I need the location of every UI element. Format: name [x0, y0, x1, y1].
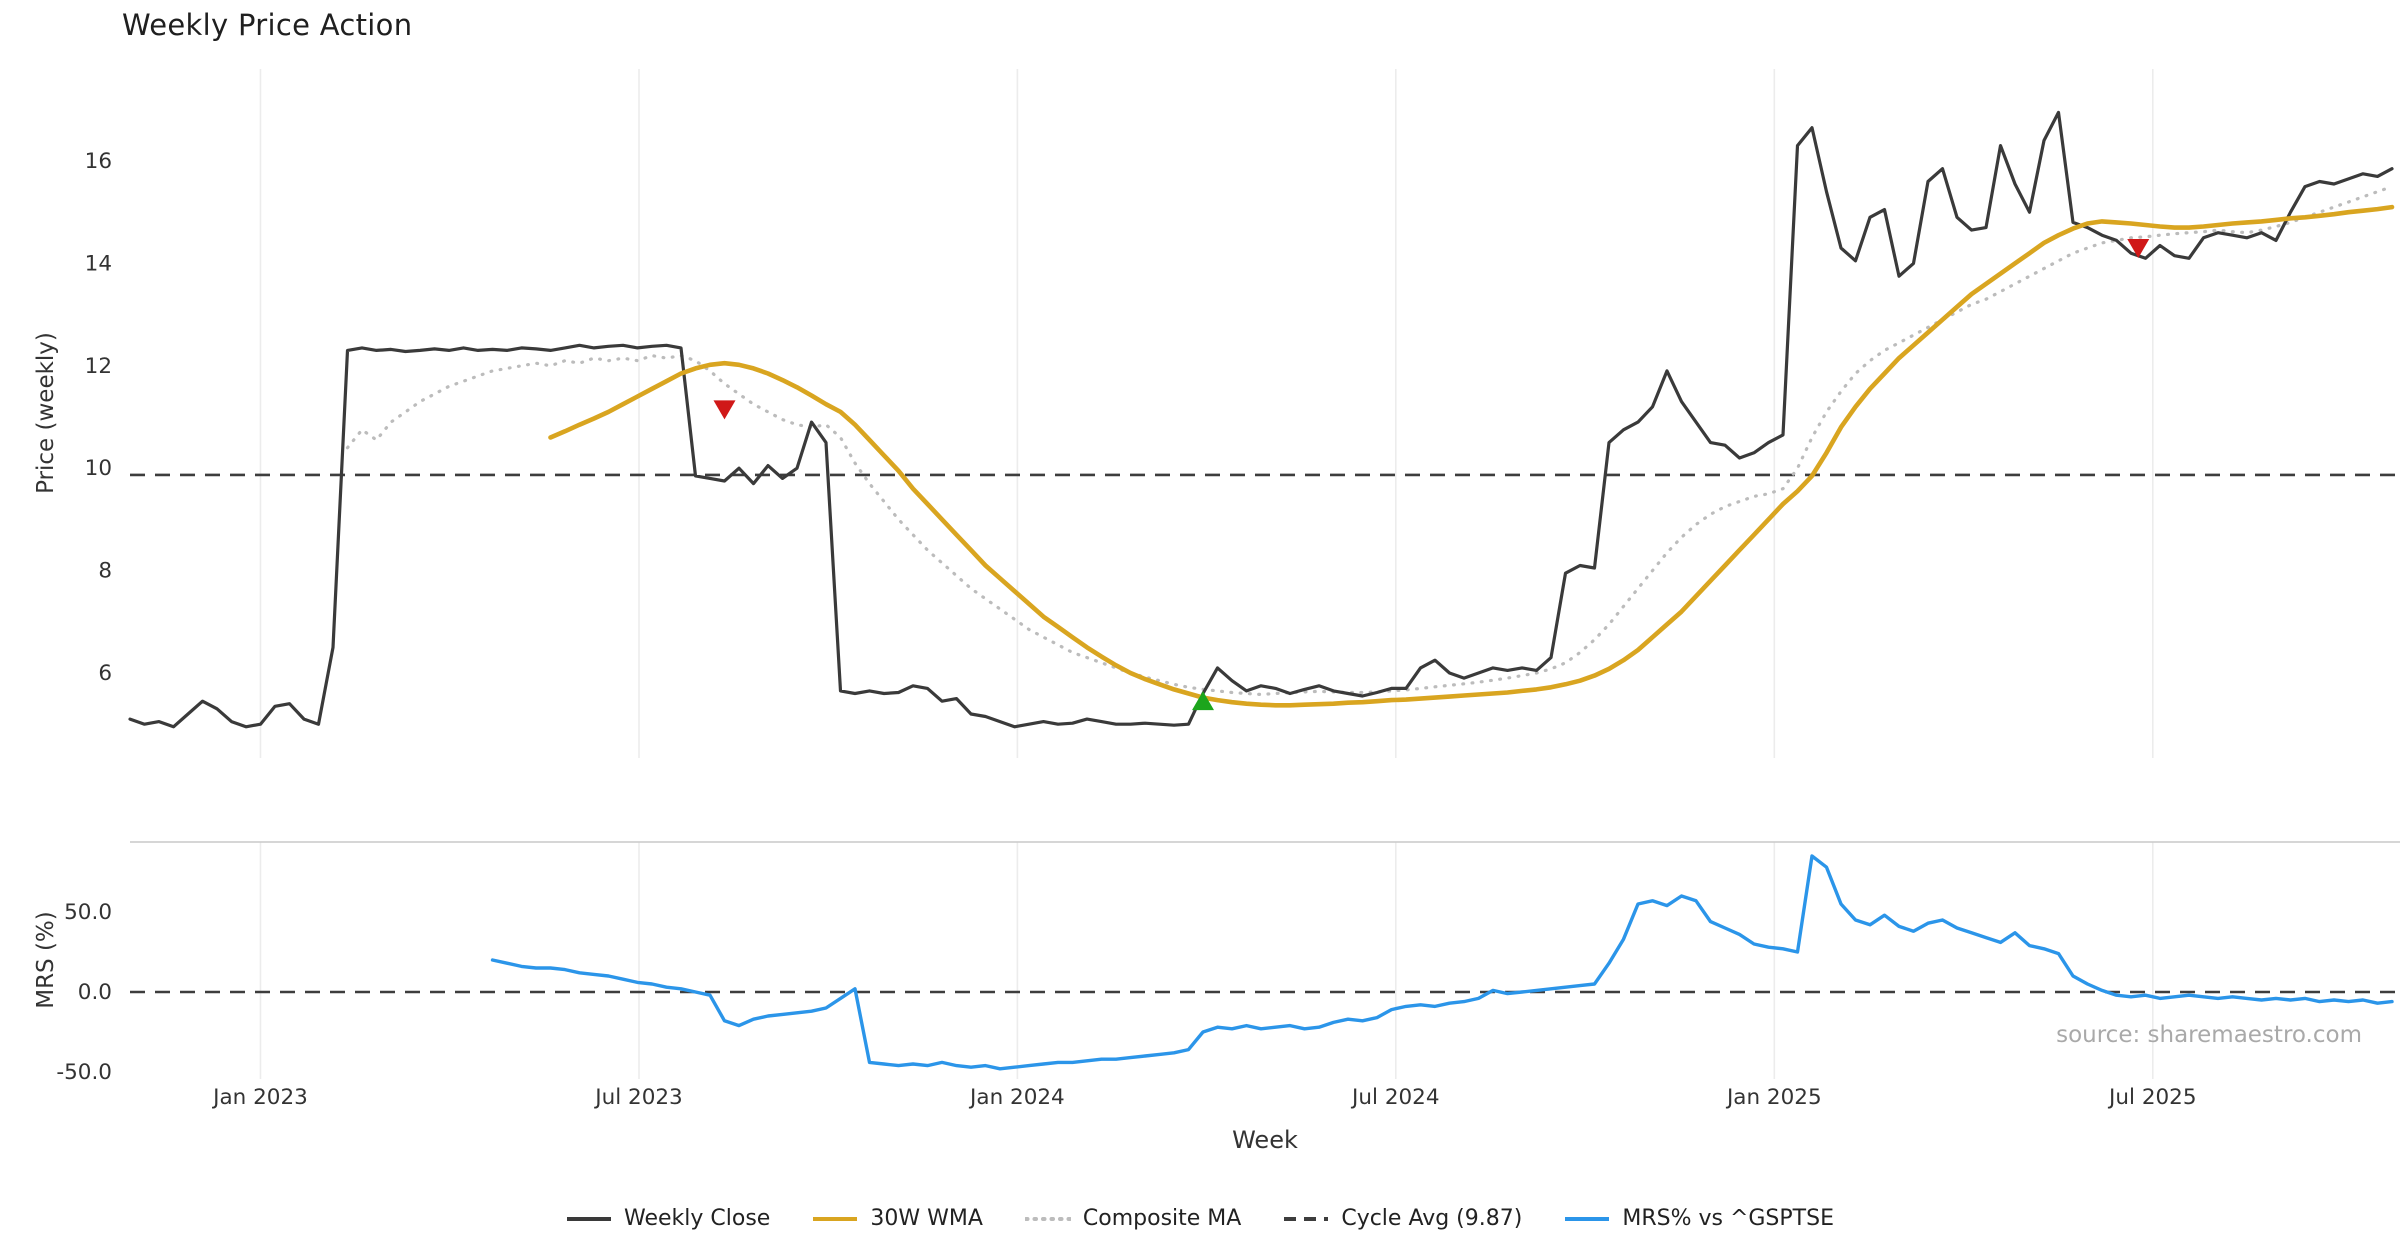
legend-item: 30W WMA	[812, 1206, 983, 1231]
legend-label: 30W WMA	[870, 1206, 983, 1231]
mrs-tick-label: 50.0	[64, 900, 112, 925]
x-tick-label: Jul 2024	[1350, 1085, 1440, 1110]
price-tick-label: 10	[85, 456, 112, 481]
series-composite-ma	[345, 185, 2394, 697]
legend-swatch-icon	[567, 1216, 612, 1221]
sell-signal-marker-icon	[713, 400, 736, 420]
x-tick-label: Jan 2024	[968, 1085, 1065, 1110]
legend-swatch-icon	[1284, 1216, 1329, 1221]
x-tick-label: Jul 2025	[2107, 1085, 2197, 1110]
legend-label: Cycle Avg (9.87)	[1341, 1206, 1523, 1231]
legend-item: MRS% vs ^GSPTSE	[1564, 1206, 1834, 1231]
legend-label: Composite MA	[1082, 1206, 1242, 1231]
chart-title: Weekly Price Action	[122, 8, 413, 42]
legend: Weekly Close 30W WMA Composite MA Cycle Avg…	[0, 1206, 2400, 1231]
source-watermark: source: sharemaestro.com	[2056, 1022, 2362, 1048]
x-tick-label: Jan 2025	[1725, 1085, 1822, 1110]
legend-label: Weekly Close	[624, 1206, 771, 1231]
price-tick-label: 6	[98, 661, 112, 686]
buy-signal-marker-icon	[1192, 691, 1214, 711]
x-tick-label: Jul 2023	[593, 1085, 683, 1110]
price-tick-label: 16	[85, 149, 112, 174]
series-weekly-close	[128, 110, 2394, 729]
series-30w-wma	[548, 204, 2395, 708]
mrs-axis-label: MRS (%)	[33, 911, 59, 1009]
legend-swatch-icon	[813, 1216, 858, 1221]
legend-swatch-icon	[1565, 1216, 1610, 1221]
legend-item: Weekly Close	[566, 1206, 770, 1231]
price-tick-label: 8	[98, 559, 112, 584]
price-tick-label: 14	[85, 251, 112, 276]
legend-item: Composite MA	[1024, 1206, 1242, 1231]
mrs-tick-label: 0.0	[78, 980, 112, 1005]
x-tick-label: Jan 2023	[211, 1085, 308, 1110]
series-mrs-vs-gsptse	[490, 854, 2394, 1071]
legend-label: MRS% vs ^GSPTSE	[1622, 1206, 1834, 1231]
legend-item: Cycle Avg (9.87)	[1283, 1206, 1522, 1231]
sell-signal-marker-icon	[2127, 239, 2150, 259]
price-axis-label: Price (weekly)	[33, 332, 59, 494]
week-axis-label: Week	[1232, 1126, 1298, 1154]
price-tick-label: 12	[85, 354, 112, 379]
mrs-tick-label: -50.0	[56, 1060, 112, 1085]
legend-swatch-icon	[1024, 1216, 1071, 1221]
